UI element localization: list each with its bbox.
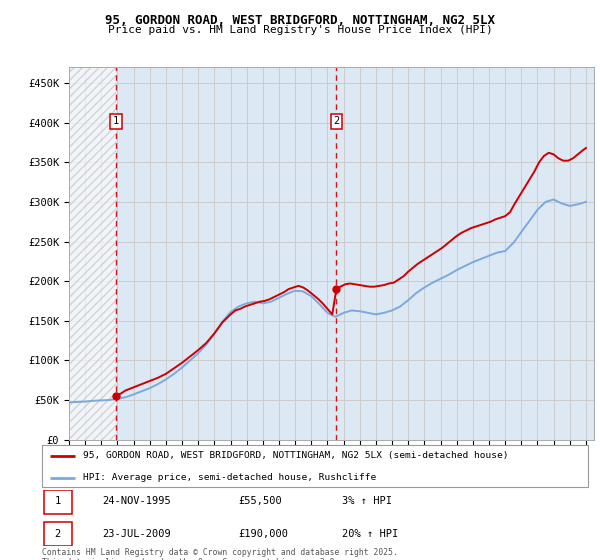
Text: £55,500: £55,500 [239, 496, 283, 506]
FancyBboxPatch shape [42, 445, 588, 487]
Text: HPI: Average price, semi-detached house, Rushcliffe: HPI: Average price, semi-detached house,… [83, 473, 376, 483]
Text: 23-JUL-2009: 23-JUL-2009 [102, 529, 171, 539]
Text: 24-NOV-1995: 24-NOV-1995 [102, 496, 171, 506]
Text: 95, GORDON ROAD, WEST BRIDGFORD, NOTTINGHAM, NG2 5LX (semi-detached house): 95, GORDON ROAD, WEST BRIDGFORD, NOTTING… [83, 451, 508, 460]
FancyBboxPatch shape [44, 490, 72, 514]
Text: Price paid vs. HM Land Registry's House Price Index (HPI): Price paid vs. HM Land Registry's House … [107, 25, 493, 35]
Text: 20% ↑ HPI: 20% ↑ HPI [342, 529, 398, 539]
FancyBboxPatch shape [44, 522, 72, 546]
Text: 1: 1 [113, 116, 119, 126]
Text: 1: 1 [55, 496, 61, 506]
Text: 3% ↑ HPI: 3% ↑ HPI [342, 496, 392, 506]
Text: Contains HM Land Registry data © Crown copyright and database right 2025.
This d: Contains HM Land Registry data © Crown c… [42, 548, 398, 560]
Text: 2: 2 [55, 529, 61, 539]
Text: 95, GORDON ROAD, WEST BRIDGFORD, NOTTINGHAM, NG2 5LX: 95, GORDON ROAD, WEST BRIDGFORD, NOTTING… [105, 14, 495, 27]
Text: £190,000: £190,000 [239, 529, 289, 539]
Text: 2: 2 [333, 116, 340, 126]
